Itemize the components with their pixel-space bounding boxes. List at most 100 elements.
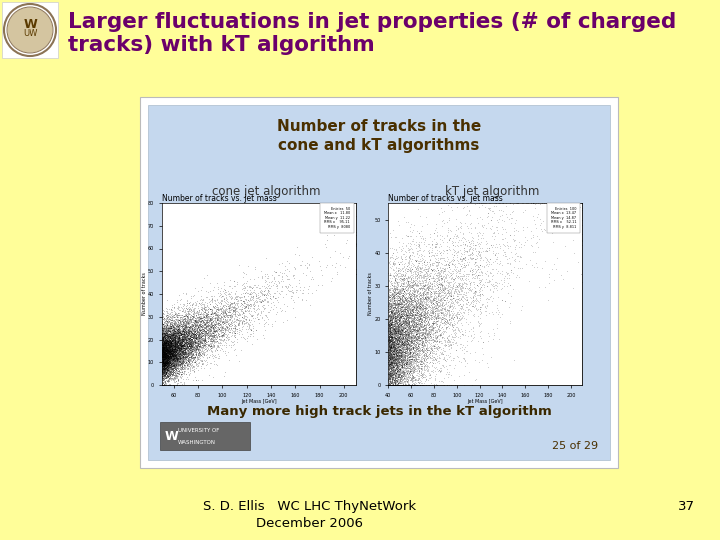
Point [442, 339, 454, 348]
Point [405, 341, 417, 350]
Point [491, 222, 503, 231]
Point [468, 287, 480, 296]
Point [168, 331, 179, 340]
Point [402, 339, 414, 348]
Point [385, 320, 397, 328]
Point [413, 341, 424, 349]
Point [387, 326, 398, 335]
Point [413, 323, 425, 332]
Point [160, 354, 171, 363]
Point [188, 321, 199, 329]
Point [189, 328, 200, 336]
Point [202, 313, 214, 322]
Point [199, 319, 211, 328]
Point [422, 326, 433, 335]
Point [401, 298, 413, 306]
Point [210, 310, 222, 319]
Point [405, 350, 416, 359]
Point [405, 302, 416, 310]
Point [399, 306, 410, 315]
Point [498, 234, 509, 243]
Point [470, 294, 482, 303]
Point [387, 288, 398, 297]
Point [402, 354, 413, 362]
Point [430, 330, 441, 339]
Point [184, 333, 196, 341]
Point [388, 257, 400, 266]
Point [160, 314, 171, 323]
Point [397, 363, 409, 372]
Point [384, 343, 395, 352]
Point [407, 226, 418, 234]
Point [166, 311, 178, 320]
Point [405, 344, 417, 353]
Point [158, 341, 169, 350]
Point [399, 343, 410, 352]
Point [536, 225, 547, 233]
Point [405, 251, 416, 259]
Point [163, 326, 175, 334]
Point [166, 370, 178, 379]
Point [454, 258, 465, 267]
Point [407, 339, 418, 347]
Point [384, 341, 395, 349]
Point [163, 338, 175, 346]
Point [171, 329, 182, 338]
Point [160, 354, 171, 362]
Point [165, 338, 176, 346]
Point [454, 265, 466, 273]
Point [160, 339, 171, 347]
Point [166, 356, 178, 365]
Point [198, 315, 210, 323]
Point [430, 370, 441, 379]
Point [204, 340, 215, 349]
Point [393, 381, 405, 389]
Point [388, 353, 400, 362]
Point [418, 381, 430, 389]
Point [408, 303, 419, 312]
Point [427, 294, 438, 303]
Point [166, 350, 178, 359]
Point [199, 345, 211, 353]
Point [388, 338, 400, 346]
Point [404, 367, 415, 375]
Point [157, 355, 168, 363]
Point [392, 280, 404, 288]
Point [161, 362, 173, 370]
Point [427, 336, 438, 345]
Point [178, 329, 189, 338]
Point [395, 357, 407, 366]
Point [168, 328, 179, 337]
Point [197, 356, 208, 364]
Point [195, 321, 207, 330]
Point [254, 284, 266, 292]
Point [175, 349, 186, 358]
Point [206, 322, 217, 330]
Point [181, 342, 193, 350]
Point [159, 334, 171, 342]
Point [558, 199, 570, 207]
Point [449, 263, 460, 272]
Point [546, 228, 558, 237]
Point [409, 327, 420, 336]
Point [395, 349, 407, 357]
Point [165, 348, 176, 357]
Point [213, 311, 225, 320]
Point [164, 331, 176, 340]
Point [169, 333, 181, 342]
Point [158, 344, 170, 353]
Point [174, 333, 185, 341]
Point [218, 300, 230, 309]
Point [204, 304, 215, 313]
Point [164, 350, 176, 359]
Point [420, 321, 431, 329]
Point [182, 327, 194, 336]
Point [180, 321, 192, 329]
Point [416, 328, 428, 336]
Point [179, 349, 190, 357]
Point [163, 346, 174, 354]
Point [393, 346, 405, 354]
Point [465, 229, 477, 238]
Point [392, 305, 404, 314]
Point [171, 332, 182, 340]
